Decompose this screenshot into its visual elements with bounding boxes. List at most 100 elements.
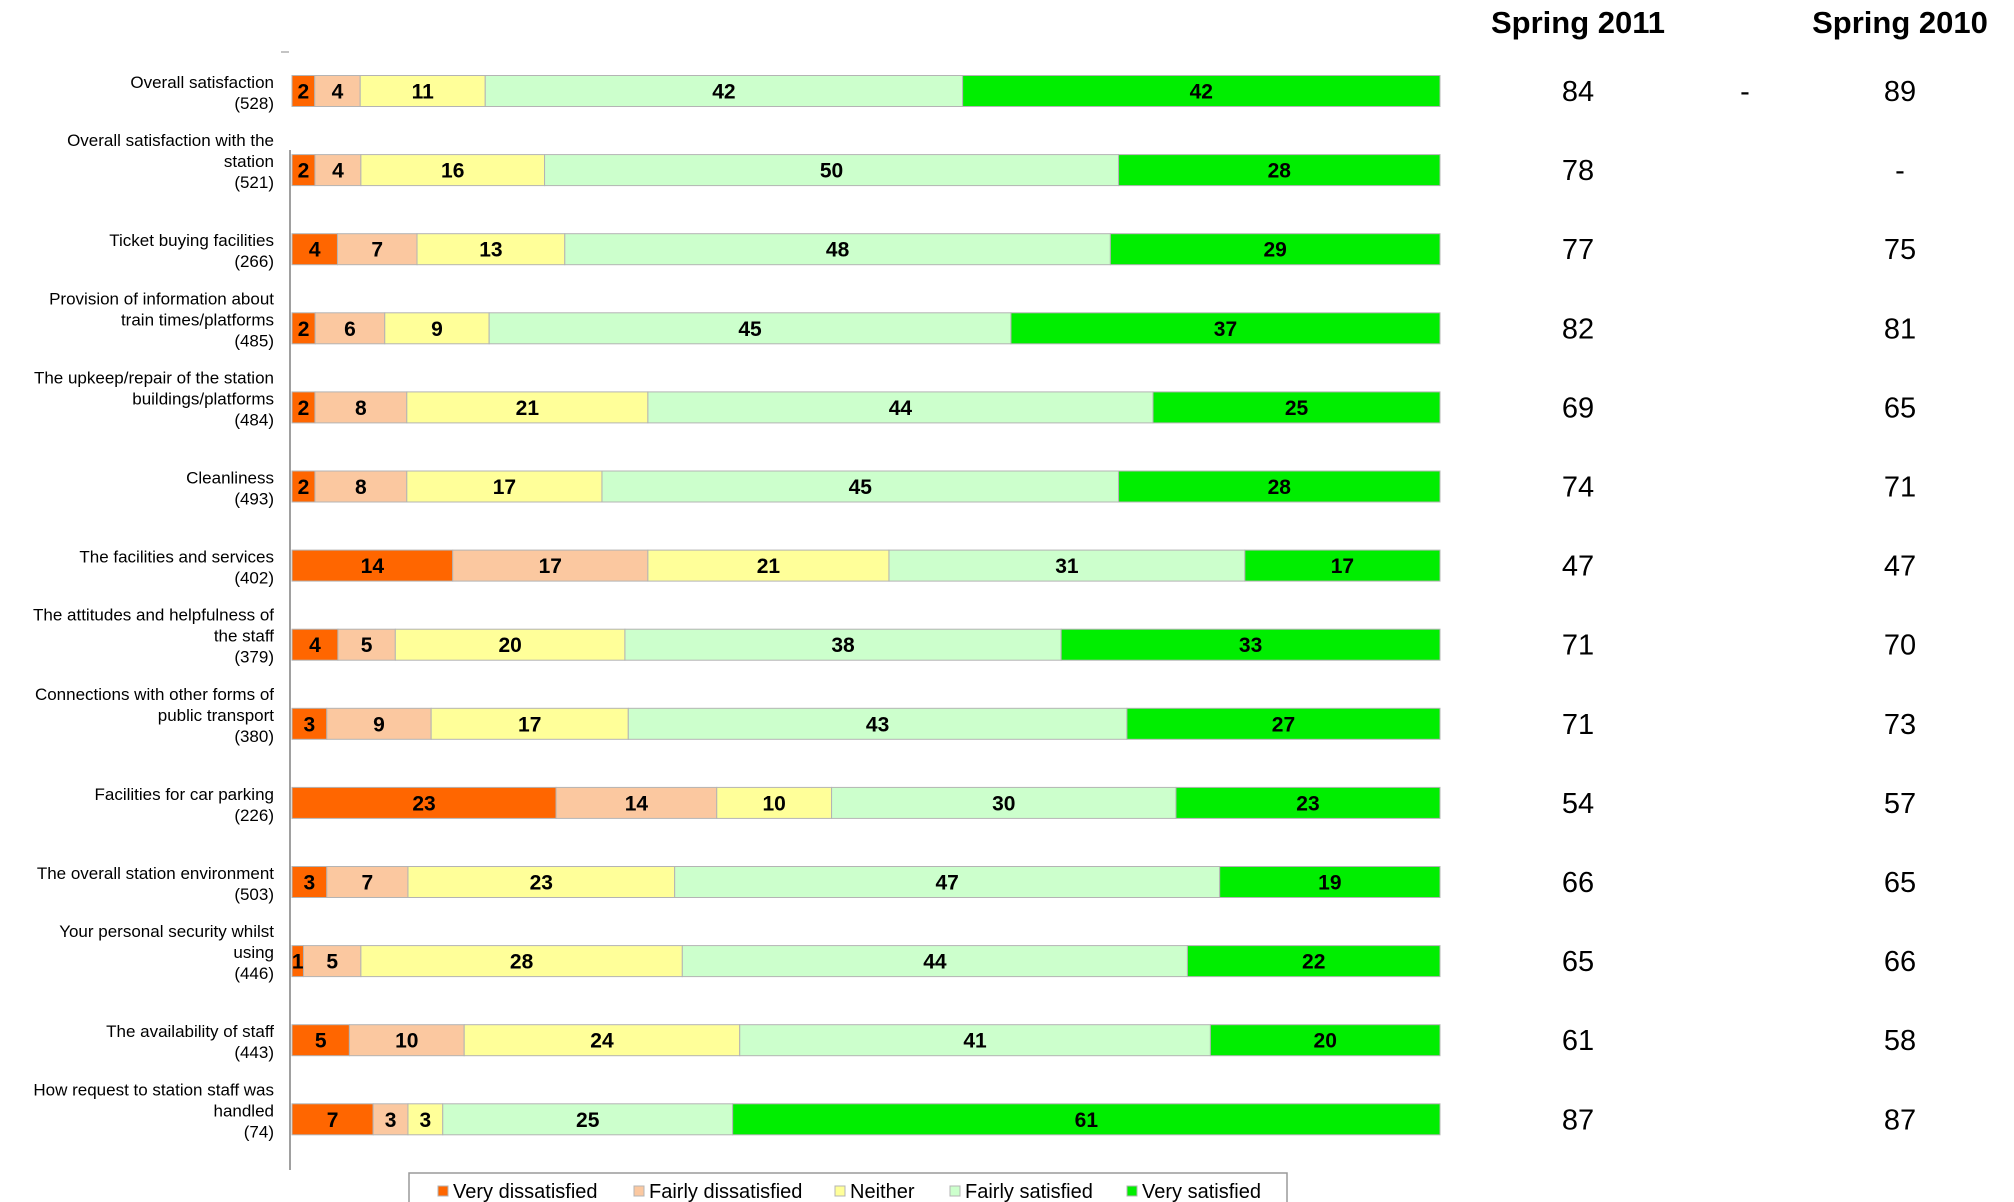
- data-label: 28: [1268, 476, 1292, 499]
- bar-segment: [732, 1103, 1441, 1136]
- data-label: 5: [326, 951, 338, 974]
- category-label: (493): [234, 490, 274, 509]
- category-label: (379): [234, 648, 274, 667]
- legend: Very dissatisfied Fairly dissatisfied Neit…: [408, 1172, 1288, 1202]
- data-label: 45: [849, 476, 873, 499]
- data-label: 25: [1285, 397, 1309, 420]
- spring-2010-score: 81: [1884, 313, 1916, 345]
- bar-segment: [1118, 154, 1441, 187]
- data-label: 28: [1268, 160, 1292, 183]
- category-label: (446): [234, 964, 274, 983]
- bar-segment: [407, 1103, 444, 1136]
- category-label: Facilities for car parking: [94, 785, 274, 804]
- data-label: 1: [292, 951, 304, 974]
- data-label: 20: [498, 634, 521, 657]
- data-label: 4: [309, 634, 321, 657]
- data-label: 44: [923, 951, 947, 974]
- bar-segment: [1118, 470, 1441, 503]
- legend-label: Very dissatisfied: [453, 1181, 598, 1202]
- data-label: 3: [304, 872, 316, 895]
- bar-segment: [739, 1024, 1211, 1057]
- data-label: 11: [412, 81, 435, 104]
- data-label: 2: [298, 81, 310, 104]
- bar-segment: [430, 707, 629, 740]
- data-label: 38: [831, 634, 855, 657]
- data-label: 13: [479, 239, 502, 262]
- data-label: 4: [309, 239, 321, 262]
- spring-2010-score: 65: [1884, 392, 1916, 424]
- legend-swatch: [1126, 1185, 1138, 1197]
- bar-segment: [372, 1103, 409, 1136]
- bar-row: 3 9 17 43 27 Connections with other forms of p…: [35, 685, 1916, 746]
- data-label: 25: [576, 1109, 600, 1132]
- category-label: train times/platforms: [121, 310, 274, 329]
- bar-segment: [1060, 628, 1441, 661]
- data-label: 24: [590, 1030, 614, 1053]
- category-label: (528): [234, 94, 274, 113]
- data-label: 3: [420, 1109, 432, 1132]
- category-label: (503): [234, 885, 274, 904]
- data-label: 10: [762, 792, 785, 815]
- data-label: 22: [1302, 951, 1325, 974]
- column-header-spring-2011: Spring 2011: [1491, 5, 1665, 40]
- bar-segment: [314, 75, 361, 107]
- bar-segment: [291, 233, 338, 266]
- data-label: 14: [361, 555, 385, 578]
- bar-segment: [1244, 549, 1441, 582]
- data-label: 50: [820, 160, 843, 183]
- bar-segment: [627, 707, 1128, 740]
- spring-2011-score: 69: [1562, 392, 1594, 424]
- data-label: 2: [298, 318, 310, 341]
- data-label: 23: [412, 792, 435, 815]
- spring-2010-score: 75: [1884, 234, 1916, 266]
- bar-segment: [291, 707, 328, 740]
- category-label: Connections with other forms of: [35, 685, 274, 704]
- data-label: 33: [1239, 634, 1262, 657]
- bar-segment: [544, 154, 1120, 187]
- category-label: The attitudes and helpfulness of: [33, 606, 274, 625]
- legend-item: Very dissatisfied: [437, 1181, 598, 1202]
- category-label: (484): [234, 410, 274, 429]
- bar-segment: [291, 549, 454, 582]
- bar-segment: [555, 786, 718, 819]
- bar-row: 2 4 16 50 28 Overall satisfaction with the sta…: [67, 131, 1905, 192]
- category-label: Provision of information about: [49, 289, 274, 308]
- legend-label: Fairly dissatisfied: [649, 1181, 802, 1202]
- bar-segment: [488, 312, 1012, 345]
- bar-segment: [291, 786, 557, 819]
- data-label: 19: [1318, 872, 1341, 895]
- data-label: 42: [1190, 81, 1213, 104]
- spring-2010-score: 58: [1884, 1025, 1916, 1057]
- data-label: 6: [344, 318, 356, 341]
- data-label: 7: [362, 872, 374, 895]
- category-label: The overall station environment: [37, 864, 274, 883]
- bar-segment: [1010, 312, 1441, 345]
- spring-2011-score: 66: [1562, 867, 1594, 899]
- spring-2011-score: 82: [1562, 313, 1594, 345]
- spring-2011-score: 84: [1562, 76, 1594, 108]
- bar-row: 5 10 24 41 20 The availability of staff (443) 6…: [106, 1022, 1916, 1062]
- category-label: Your personal security whilst: [59, 922, 274, 941]
- spring-2010-score: 73: [1884, 709, 1916, 741]
- category-label: (266): [234, 252, 274, 271]
- bar-segment: [442, 1103, 734, 1136]
- change-marker: -: [1740, 76, 1750, 108]
- data-label: 30: [992, 792, 1015, 815]
- category-label: buildings/platforms: [132, 389, 274, 408]
- category-label: The facilities and services: [79, 548, 274, 567]
- spring-2011-score: 87: [1562, 1104, 1594, 1136]
- category-label: public transport: [158, 706, 275, 725]
- bar-segment: [302, 945, 362, 978]
- category-label: (74): [244, 1122, 274, 1141]
- data-label: 41: [963, 1030, 987, 1053]
- category-label: How request to station staff was: [33, 1080, 274, 1099]
- spring-2010-score: 71: [1884, 472, 1916, 504]
- legend-swatch: [949, 1185, 961, 1197]
- bar-segment: [359, 75, 486, 107]
- category-label: using: [233, 943, 274, 962]
- bar-segment: [681, 945, 1188, 978]
- bar-segment: [314, 391, 408, 424]
- bar-row: 23 14 10 30 23 Facilities for car parking (226…: [94, 785, 1916, 825]
